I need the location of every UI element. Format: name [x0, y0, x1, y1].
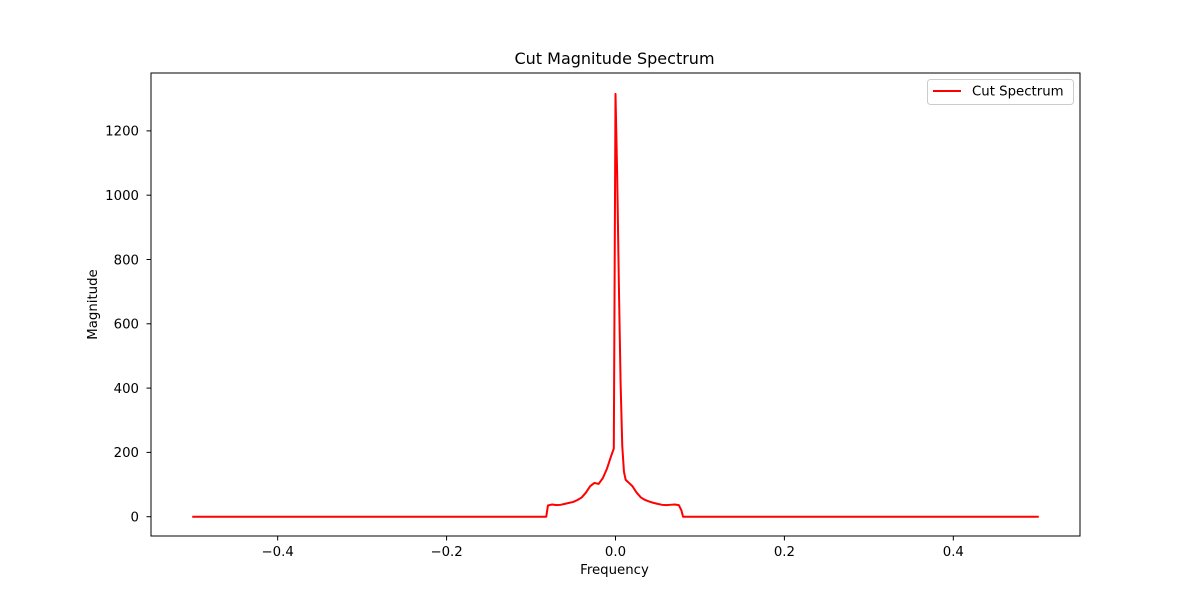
- y-axis: 0 200 400 600 800 1000 1200: [105, 125, 151, 526]
- legend-label-cut-spectrum: Cut Spectrum: [972, 85, 1064, 100]
- x-tick-label: −0.2: [430, 545, 462, 560]
- x-tick-label: 0.4: [943, 545, 964, 560]
- y-tick-label: 0: [131, 511, 139, 526]
- legend-box: [927, 79, 1074, 105]
- y-tick-label: 800: [114, 253, 139, 268]
- x-tick-label: 0.2: [774, 545, 795, 560]
- x-tick-label: −0.4: [262, 545, 294, 560]
- legend: Cut Spectrum: [927, 79, 1074, 105]
- x-axis: −0.4 −0.2 0.0 0.2 0.4: [262, 536, 964, 560]
- series-layer: [192, 92, 1039, 518]
- y-tick-label: 1200: [105, 125, 139, 140]
- y-tick-label: 400: [114, 382, 139, 397]
- y-axis-label: Magnitude: [86, 269, 101, 339]
- series-line-cut-spectrum: [192, 92, 1039, 518]
- chart-title: Cut Magnitude Spectrum: [514, 49, 714, 68]
- y-tick-label: 1000: [105, 189, 139, 204]
- x-axis-label: Frequency: [580, 563, 649, 578]
- y-tick-label: 600: [114, 318, 139, 333]
- y-tick-label: 200: [114, 446, 139, 461]
- x-tick-label: 0.0: [605, 545, 626, 560]
